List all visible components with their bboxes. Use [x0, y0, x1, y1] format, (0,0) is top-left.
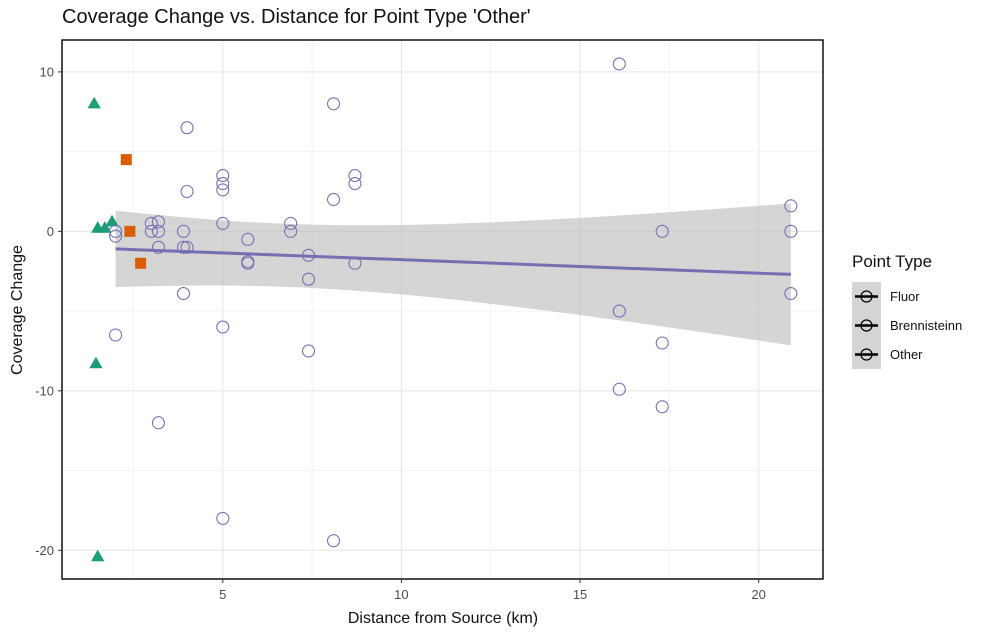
data-points — [87, 57, 798, 562]
point-other — [784, 287, 798, 301]
point-other — [216, 320, 230, 334]
legend: Point Type Fluor Brennisteinn Other — [852, 252, 962, 369]
point-other — [180, 240, 194, 254]
point-other — [241, 232, 255, 246]
legend-title: Point Type — [852, 252, 933, 271]
point-fluor — [105, 214, 119, 227]
legend-key-other — [852, 340, 881, 369]
point-other — [176, 287, 191, 301]
legend-label-other: Other — [890, 347, 923, 362]
point-other — [180, 184, 194, 199]
x-tick-label: 20 — [751, 587, 765, 602]
point-brennisteinn — [120, 154, 132, 166]
point-other — [144, 216, 158, 230]
point-other — [176, 224, 191, 238]
point-other — [151, 224, 166, 238]
point-brennisteinn — [135, 257, 147, 269]
plot-frame — [61, 39, 824, 580]
point-other — [326, 192, 341, 207]
point-other — [241, 256, 255, 270]
point-other — [151, 215, 166, 229]
legend-item-fluor: Fluor — [852, 282, 962, 311]
point-other — [216, 176, 230, 191]
x-tick-label: 15 — [573, 587, 587, 602]
point-other — [216, 183, 230, 197]
point-other — [784, 199, 798, 213]
point-other — [655, 224, 669, 238]
point-brennisteinn — [124, 225, 136, 237]
point-other — [655, 336, 669, 350]
point-other — [348, 176, 362, 191]
y-axis-title: Coverage Change — [9, 245, 26, 375]
x-tick-label: 10 — [394, 587, 408, 602]
point-other — [151, 240, 166, 254]
point-other — [151, 416, 166, 430]
confidence-ribbon — [115, 203, 791, 346]
x-tick-label: 5 — [219, 587, 226, 602]
y-tick-label: 0 — [47, 224, 54, 239]
x-axis-title: Distance from Source (km) — [348, 610, 538, 627]
point-other — [180, 121, 194, 135]
legend-item-other: Other — [852, 340, 962, 369]
chart-title: Coverage Change vs. Distance for Point T… — [62, 6, 531, 28]
axis-ticks: 5 10 15 20 -20 -10 0 10 — [35, 64, 766, 602]
point-other — [784, 224, 798, 238]
point-other — [326, 534, 341, 548]
point-other — [109, 224, 123, 238]
point-other — [216, 216, 230, 230]
point-other — [109, 229, 123, 243]
confidence-band — [115, 203, 791, 346]
point-fluor — [98, 221, 112, 233]
point-other — [612, 57, 626, 71]
point-fluor — [91, 549, 105, 562]
legend-label-brennisteinn: Brennisteinn — [890, 318, 963, 333]
legend-key-fluor — [852, 282, 881, 311]
point-fluor — [87, 96, 101, 109]
point-other — [348, 168, 362, 183]
legend-label-fluor: Fluor — [890, 289, 920, 304]
point-other — [216, 511, 230, 525]
point-other — [109, 328, 123, 342]
point-other — [216, 168, 230, 183]
panel-border — [61, 39, 824, 580]
y-tick-label: -10 — [35, 383, 54, 398]
point-other — [301, 272, 316, 286]
point-other — [612, 304, 626, 318]
y-tick-label: 10 — [40, 64, 54, 79]
point-other — [284, 224, 298, 238]
legend-key-brennisteinn — [852, 311, 881, 340]
point-other — [144, 224, 158, 238]
point-other — [326, 97, 341, 111]
y-tick-label: -20 — [35, 543, 54, 558]
point-other — [612, 382, 626, 396]
point-other — [301, 344, 316, 358]
legend-item-brennisteinn: Brennisteinn — [852, 311, 962, 340]
point-other — [284, 216, 298, 230]
point-other — [176, 240, 191, 254]
point-fluor — [89, 356, 103, 369]
trend-line — [115, 247, 791, 276]
point-other — [655, 400, 669, 414]
